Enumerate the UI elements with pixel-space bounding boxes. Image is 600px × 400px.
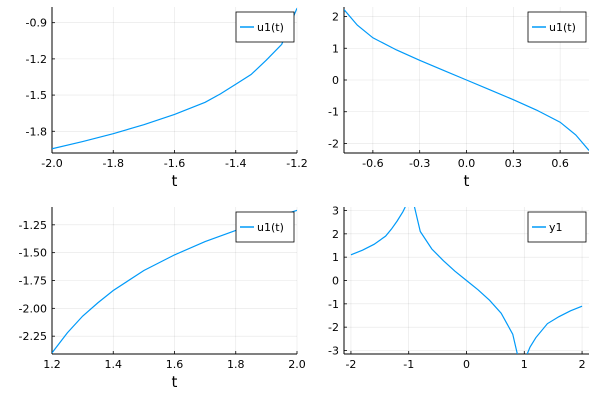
panel-2-y-tick-label: -2 (328, 137, 339, 150)
panel-4-series-line (413, 207, 518, 354)
panel-3-y-tick-label: -1.25 (19, 219, 47, 232)
panel-2-y-tick-label: 2 (332, 11, 339, 24)
panel-2-x-tick-label: -0.6 (362, 157, 383, 170)
panel-2-series-line (344, 9, 589, 151)
panel-1-y-tick-label: -0.9 (26, 17, 47, 30)
panel-4-y-tick-label: -2 (328, 321, 339, 334)
panel-3-x-tick-label: 1.6 (166, 358, 184, 371)
panel-2-y-tick-label: -1 (328, 106, 339, 119)
panel-4-y-tick-label: -1 (328, 298, 339, 311)
panel-4-x-tick-label: -2 (345, 358, 356, 371)
panel-4-y-tick-label: 2 (332, 228, 339, 241)
panel-3-legend-label: u1(t) (257, 221, 284, 234)
panel-3-y-tick-label: -1.50 (19, 247, 47, 260)
panel-4-chart: -2 -1 0 1 2 -3 -2 -1 0 1 2 3 y1 (328, 205, 589, 371)
panel-4-y-tick-label: 3 (332, 205, 339, 218)
panel-1-x-axis-title: t (172, 172, 178, 190)
panel-2-x-tick-label: 0.0 (458, 157, 476, 170)
panel-3-x-tick-label: 1.8 (227, 358, 245, 371)
panel-2-x-axis-title: t (464, 172, 470, 190)
panel-2-y-tick-label: 0 (332, 74, 339, 87)
panel-2-legend: u1(t) (527, 11, 587, 43)
panel-3-x-tick-label: 1.2 (43, 358, 61, 371)
panel-4-legend: y1 (527, 211, 587, 243)
panel-1-x-tick-label: -2.0 (41, 157, 62, 170)
panel-3-y-tick-label: -2.00 (19, 302, 47, 315)
panel-2-y-tick-label: 1 (332, 42, 339, 55)
panel-1-chart: -2.0 -1.8 -1.6 -1.4 -1.2 -1.8 -1.5 -1.2 -0.9 t u1(… (26, 7, 308, 190)
panel-4-x-tick-label: 1 (521, 358, 528, 371)
panel-1-series-line (52, 7, 297, 150)
panel-4-x-tick-label: -1 (403, 358, 414, 371)
panel-4-series-line (526, 305, 583, 354)
panel-1-y-tick-label: -1.5 (26, 89, 47, 102)
panel-4-y-tick-label: 0 (332, 275, 339, 288)
panel-1-y-tick-label: -1.8 (26, 125, 47, 138)
panel-3-chart: 1.2 1.4 1.6 1.8 2.0 -2.25 -2.00 -1.75 -1.50 -1.25… (19, 207, 306, 391)
panel-2-x-tick-label: 0.3 (505, 157, 523, 170)
panel-1-x-tick-label: -1.8 (103, 157, 124, 170)
panel-2-x-tick-label: -0.3 (409, 157, 430, 170)
panel-1-x-tick-label: -1.4 (225, 157, 246, 170)
panel-4-y-tick-label: -3 (328, 345, 339, 358)
panel-2-x-tick-label: 0.6 (551, 157, 569, 170)
panel-2-chart: -0.6 -0.3 0.0 0.3 0.6 -2 -1 0 1 2 t u1(t) (328, 7, 589, 190)
panel-4-x-tick-label: 2 (579, 358, 586, 371)
panel-3-x-axis-title: t (172, 373, 178, 391)
panel-3-legend: u1(t) (235, 211, 295, 243)
panel-1-y-tick-label: -1.2 (26, 53, 47, 66)
panel-3-x-tick-label: 2.0 (288, 358, 306, 371)
panel-3-y-tick-label: -2.25 (19, 330, 47, 343)
panel-4-y-tick-label: 1 (332, 251, 339, 264)
panel-4-x-tick-label: 0 (463, 358, 470, 371)
panel-3-x-tick-label: 1.4 (105, 358, 123, 371)
panel-4-legend-label: y1 (549, 221, 563, 234)
panel-4-series-line (350, 207, 406, 256)
panel-1-x-tick-label: -1.2 (286, 157, 307, 170)
panel-3-y-tick-label: -1.75 (19, 275, 47, 288)
panel-2-legend-label: u1(t) (549, 21, 576, 34)
panel-1-legend: u1(t) (235, 11, 295, 43)
panel-1-x-tick-label: -1.6 (164, 157, 185, 170)
panel-1-legend-label: u1(t) (257, 21, 284, 34)
